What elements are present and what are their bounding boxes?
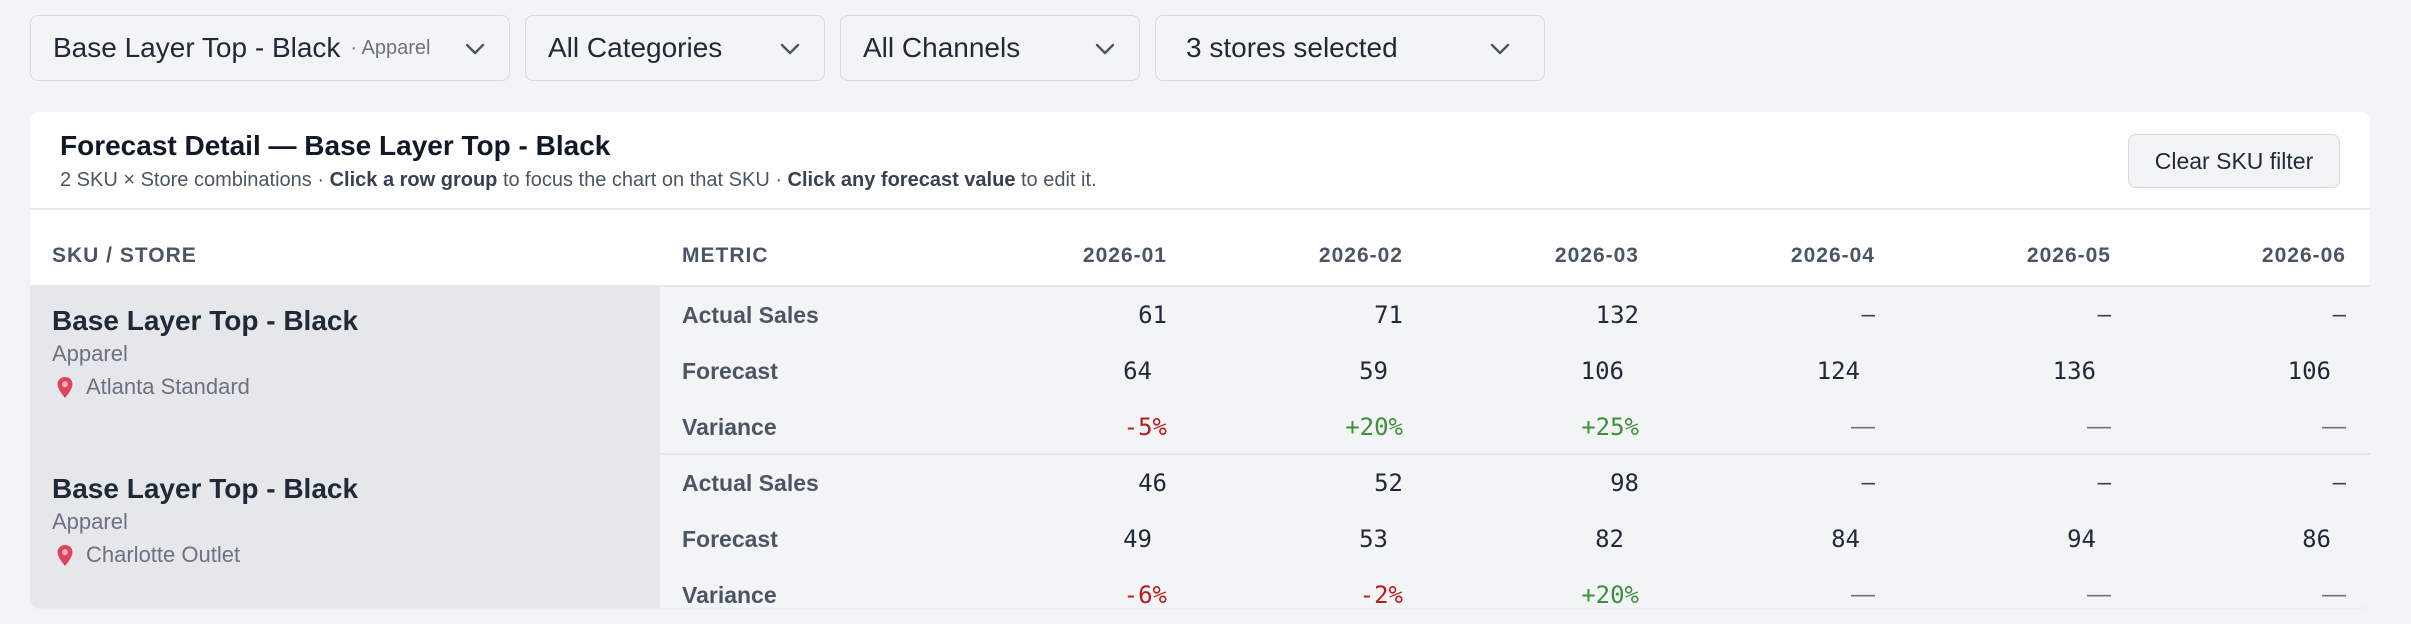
column-header-metric: METRIC [682, 244, 769, 267]
subtitle-prefix: 2 SKU × Store combinations · [60, 169, 330, 191]
sku-category: Apparel [52, 509, 128, 534]
store-filter-label: 3 stores selected [1186, 32, 1398, 63]
store-filter-dropdown[interactable]: 3 stores selected [1155, 15, 1545, 81]
forecast-value[interactable]: 64 [1123, 357, 1152, 385]
row-group[interactable]: Base Layer Top - Black Apparel Atlanta S… [30, 287, 2370, 453]
forecast-detail-card: Forecast Detail — Base Layer Top - Black… [30, 112, 2370, 608]
forecast-value[interactable]: 53 [1359, 525, 1388, 553]
actual-sales-value: – [2332, 469, 2346, 496]
metric-label-variance: Variance [682, 414, 777, 440]
sku-name: Base Layer Top - Black [52, 305, 359, 336]
subtitle-middle: to focus the chart on that SKU · [497, 169, 788, 191]
actual-sales-value: 98 [1610, 469, 1639, 497]
store-name: Charlotte Outlet [86, 542, 241, 567]
card-title: Forecast Detail — Base Layer Top - Black [60, 130, 611, 161]
column-header-month: 2026-03 [1554, 244, 1639, 267]
store-name: Atlanta Standard [86, 374, 250, 399]
forecast-value[interactable]: 136 [2052, 357, 2096, 385]
sku-store-cell: Base Layer Top - Black Apparel Charlotte… [30, 455, 660, 608]
column-header-month: 2026-04 [1790, 244, 1875, 267]
forecast-value[interactable]: 106 [2287, 357, 2331, 385]
category-filter-label: All Categories [548, 32, 723, 63]
variance-value: +20% [1345, 413, 1403, 441]
metric-rows: Actual Sales Forecast Variance [660, 455, 2370, 608]
actual-sales-value: 46 [1138, 469, 1167, 497]
variance-value: +25% [1581, 413, 1639, 441]
card-subtitle: 2 SKU × Store combinations · Click a row… [60, 169, 1097, 192]
subtitle-bold-row-group: Click a row group [329, 169, 498, 191]
header-top-divider [30, 208, 2370, 210]
variance-value: — [2087, 581, 2111, 608]
metric-rows: Actual Sales Forecast Variance [660, 287, 2370, 453]
product-filter-category: · Apparel [350, 36, 431, 59]
forecast-value[interactable]: 82 [1595, 525, 1624, 553]
forecast-value[interactable]: 84 [1831, 525, 1860, 553]
variance-value: -6% [1123, 581, 1167, 608]
sku-store-cell: Base Layer Top - Black Apparel Atlanta S… [30, 287, 660, 453]
actual-sales-value: – [1861, 469, 1875, 496]
metric-label-variance: Variance [682, 582, 777, 608]
subtitle-suffix: to edit it. [1015, 169, 1097, 191]
variance-value: — [2322, 581, 2346, 608]
actual-sales-value: – [1861, 301, 1875, 328]
clear-sku-filter-button[interactable]: Clear SKU filter [2128, 134, 2340, 188]
forecast-value[interactable]: 124 [1816, 357, 1860, 385]
sku-category: Apparel [52, 341, 128, 366]
variance-value: — [1851, 413, 1875, 440]
forecast-value[interactable]: 94 [2067, 525, 2096, 553]
column-header-sku-store: SKU / STORE [52, 244, 197, 267]
product-filter-label: Base Layer Top - Black [53, 32, 341, 63]
actual-sales-value: 52 [1374, 469, 1403, 497]
forecast-value[interactable]: 59 [1359, 357, 1388, 385]
variance-value: — [1851, 581, 1875, 608]
header-bottom-divider [30, 285, 2370, 287]
variance-value: +20% [1581, 581, 1639, 608]
chevron-down-icon [465, 43, 485, 55]
metric-label-forecast: Forecast [682, 526, 778, 552]
variance-value: — [2322, 413, 2346, 440]
forecast-value[interactable]: 86 [2302, 525, 2331, 553]
chevron-down-icon [1490, 43, 1510, 55]
map-pin-icon [57, 377, 73, 398]
metric-label-forecast: Forecast [682, 358, 778, 384]
column-header-month: 2026-05 [2026, 244, 2111, 267]
forecast-value[interactable]: 106 [1580, 357, 1624, 385]
group-divider [30, 453, 2370, 455]
actual-sales-value: – [2097, 469, 2111, 496]
channel-filter-dropdown[interactable]: All Channels [840, 15, 1140, 81]
forecast-value[interactable]: 49 [1123, 525, 1152, 553]
chevron-down-icon [780, 43, 800, 55]
column-header-month: 2026-06 [2261, 244, 2346, 267]
actual-sales-value: – [2097, 301, 2111, 328]
category-filter-dropdown[interactable]: All Categories [525, 15, 825, 81]
subtitle-bold-forecast-value: Click any forecast value [787, 169, 1016, 191]
channel-filter-label: All Channels [863, 32, 1021, 63]
sku-name: Base Layer Top - Black [52, 473, 359, 504]
column-header-month: 2026-01 [1082, 244, 1167, 267]
actual-sales-value: 132 [1595, 301, 1639, 329]
chevron-down-icon [1095, 43, 1115, 55]
product-filter-dropdown[interactable]: Base Layer Top - Black · Apparel [30, 15, 510, 81]
column-header-month: 2026-02 [1318, 244, 1403, 267]
variance-value: -2% [1359, 581, 1403, 608]
actual-sales-value: 71 [1374, 301, 1403, 329]
variance-value: — [2087, 413, 2111, 440]
metric-label-actual-sales: Actual Sales [682, 470, 819, 496]
actual-sales-value: – [2332, 301, 2346, 328]
variance-value: -5% [1123, 413, 1167, 441]
metric-label-actual-sales: Actual Sales [682, 302, 819, 328]
actual-sales-value: 61 [1138, 301, 1167, 329]
map-pin-icon [57, 545, 73, 566]
row-group[interactable]: Base Layer Top - Black Apparel Charlotte… [30, 455, 2370, 608]
